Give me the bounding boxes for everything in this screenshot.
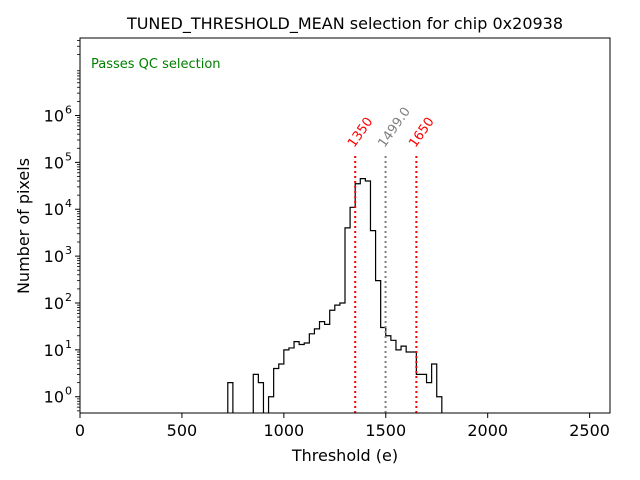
x-axis-label: Threshold (e)	[291, 446, 398, 465]
plot-frame	[79, 37, 611, 414]
x-tick-label: 1000	[263, 421, 304, 440]
y-axis-label: Number of pixels	[14, 158, 33, 294]
x-tick-label: 0	[75, 421, 85, 440]
x-tick-label: 2000	[467, 421, 508, 440]
histogram-outline	[227, 178, 443, 413]
x-tick-label: 500	[167, 421, 198, 440]
x-tick-label: 2500	[569, 421, 610, 440]
chart-title: TUNED_THRESHOLD_MEAN selection for chip …	[126, 14, 563, 34]
qc-status-annotation: Passes QC selection	[91, 57, 221, 72]
x-tick-label: 1500	[365, 421, 406, 440]
